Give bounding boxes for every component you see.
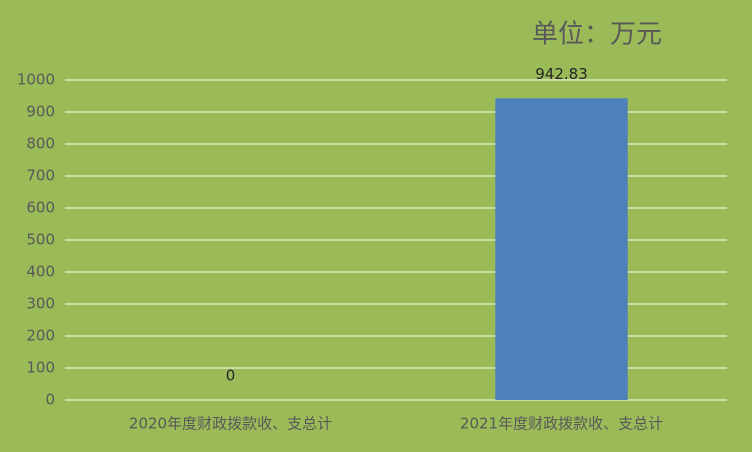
y-tick-label: 0 bbox=[45, 391, 55, 409]
y-tick-label: 800 bbox=[26, 135, 55, 153]
data-label: 942.83 bbox=[535, 65, 588, 83]
y-tick-label: 400 bbox=[26, 263, 55, 281]
y-tick-label: 300 bbox=[26, 295, 55, 313]
y-tick-label: 900 bbox=[26, 103, 55, 121]
y-tick-label: 100 bbox=[26, 359, 55, 377]
chart-title: 单位：万元 bbox=[532, 20, 662, 50]
y-tick-label: 200 bbox=[26, 327, 55, 345]
y-tick-label: 500 bbox=[26, 231, 55, 249]
x-tick-label: 2020年度财政拨款收、支总计 bbox=[129, 415, 332, 433]
y-tick-label: 700 bbox=[26, 167, 55, 185]
bar bbox=[495, 98, 628, 400]
y-tick-label: 1000 bbox=[17, 71, 55, 89]
data-label: 0 bbox=[226, 367, 236, 385]
x-tick-label: 2021年度财政拨款收、支总计 bbox=[460, 415, 663, 433]
y-tick-label: 600 bbox=[26, 199, 55, 217]
